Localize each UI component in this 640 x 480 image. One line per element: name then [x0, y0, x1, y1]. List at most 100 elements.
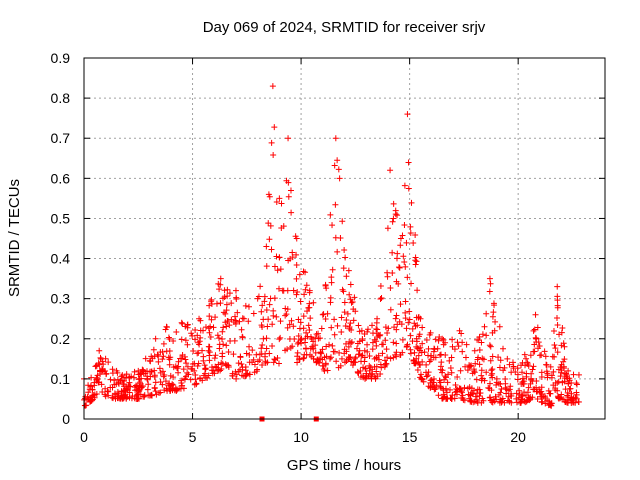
data-point — [161, 387, 168, 394]
data-point — [442, 374, 449, 381]
data-point — [407, 332, 414, 339]
data-point — [294, 349, 301, 356]
data-point — [523, 370, 530, 377]
data-point — [392, 351, 399, 358]
data-point — [413, 258, 420, 265]
data-point — [174, 386, 181, 393]
data-point — [476, 386, 483, 393]
data-point — [521, 397, 528, 404]
data-point — [272, 356, 279, 363]
y-axis-label: SRMTID / TECUs — [6, 179, 23, 297]
data-point — [218, 359, 225, 366]
data-point — [288, 317, 295, 324]
data-point — [488, 372, 495, 379]
data-point — [208, 300, 215, 307]
data-point — [89, 396, 96, 403]
data-point — [181, 375, 188, 382]
data-point — [505, 393, 512, 400]
data-point — [414, 366, 421, 373]
data-point — [414, 287, 421, 294]
data-point — [565, 367, 572, 374]
data-point — [226, 290, 233, 297]
data-point — [90, 392, 97, 399]
data-point — [560, 358, 567, 365]
data-point — [283, 311, 290, 318]
data-point — [376, 332, 383, 339]
data-point — [196, 315, 203, 322]
data-point — [149, 355, 156, 362]
data-point — [483, 369, 490, 376]
data-points — [81, 83, 582, 422]
data-point — [157, 379, 164, 386]
data-point — [275, 360, 282, 367]
data-point — [374, 326, 381, 333]
data-point — [560, 396, 567, 403]
data-point — [222, 319, 229, 326]
data-point — [340, 265, 347, 272]
data-point — [454, 339, 461, 346]
data-point — [536, 343, 543, 350]
data-point — [491, 398, 498, 405]
data-point — [310, 345, 317, 352]
data-point — [270, 312, 277, 319]
data-point — [205, 343, 212, 350]
data-point — [526, 394, 533, 401]
data-point — [293, 235, 300, 242]
data-point — [401, 221, 408, 228]
data-point — [216, 286, 223, 293]
data-point — [262, 360, 269, 367]
data-point — [364, 328, 371, 335]
y-tick-label: 0 — [62, 411, 70, 427]
data-point — [269, 342, 276, 349]
data-point — [302, 345, 309, 352]
data-point — [469, 370, 476, 377]
data-point — [383, 346, 390, 353]
data-point — [213, 364, 220, 371]
data-point — [402, 263, 409, 270]
data-point — [196, 338, 203, 345]
data-point — [208, 298, 215, 305]
data-point — [327, 211, 334, 218]
data-point — [454, 374, 461, 381]
data-point — [295, 333, 302, 340]
data-point — [194, 363, 201, 370]
data-point — [359, 352, 366, 359]
data-point — [406, 308, 413, 315]
data-point — [214, 332, 221, 339]
data-point — [239, 333, 246, 340]
data-point — [481, 323, 488, 330]
data-point — [478, 367, 485, 374]
data-point — [126, 374, 133, 381]
data-point — [361, 358, 368, 365]
data-point — [236, 318, 243, 325]
data-point — [370, 330, 376, 337]
data-point — [84, 394, 91, 401]
data-point — [259, 323, 266, 330]
data-point — [432, 385, 439, 392]
data-point — [312, 349, 319, 356]
data-point — [403, 239, 410, 246]
data-point — [331, 331, 338, 338]
data-point — [246, 343, 253, 350]
data-point — [273, 199, 280, 206]
data-point — [306, 287, 313, 294]
data-point — [437, 363, 444, 370]
data-point — [277, 318, 284, 325]
data-point — [178, 319, 185, 326]
data-point — [437, 379, 444, 386]
data-point — [284, 306, 291, 313]
data-point — [364, 326, 371, 333]
data-point — [304, 308, 311, 315]
data-point — [199, 347, 206, 354]
data-point — [194, 332, 201, 339]
data-point — [162, 378, 169, 385]
data-point — [392, 211, 399, 218]
data-point — [541, 348, 548, 355]
data-point — [401, 182, 408, 189]
data-point — [94, 372, 101, 379]
y-tick-label: 0.8 — [51, 90, 71, 106]
data-point — [89, 386, 96, 393]
data-point — [263, 263, 270, 270]
y-tick-label: 0.2 — [51, 331, 71, 347]
data-point — [558, 391, 565, 398]
